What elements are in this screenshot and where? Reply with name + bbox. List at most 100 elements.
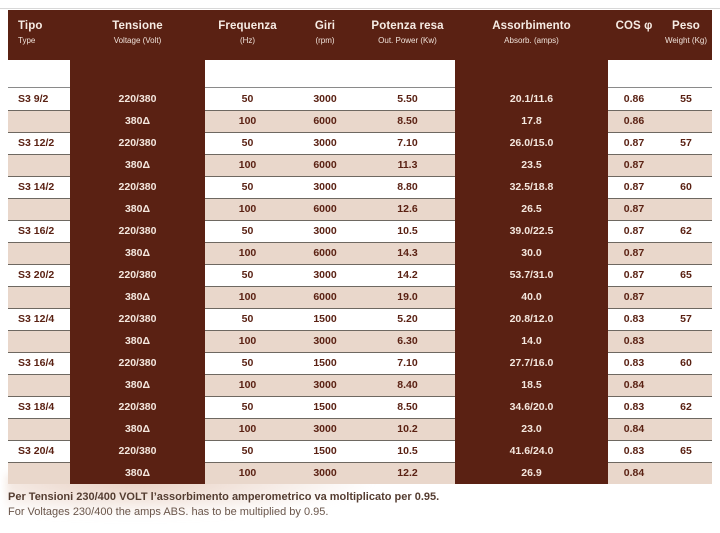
table-row: S3 12/2 220/380 50 3000 7.10 26.0/15.0 0.87 57 xyxy=(8,132,712,154)
cell-tipo: S3 12/4 xyxy=(8,308,70,330)
cell-potenza: 5.50 xyxy=(360,88,455,110)
cell-frequenza: 50 xyxy=(205,396,290,418)
table-row: 380Δ 100 3000 12.2 26.9 0.84 xyxy=(8,462,712,484)
cell-assorbimento: 53.7/31.0 xyxy=(455,264,608,286)
cell-tipo xyxy=(8,154,70,176)
header-label: Peso xyxy=(672,20,700,32)
cell-potenza: 8.40 xyxy=(360,374,455,396)
cell-peso: 62 xyxy=(660,396,712,418)
cell-giri: 1500 xyxy=(290,308,360,330)
cell-frequenza: 50 xyxy=(205,220,290,242)
cell-tipo xyxy=(8,286,70,308)
cell-potenza: 12.2 xyxy=(360,462,455,484)
cell-giri: 3000 xyxy=(290,264,360,286)
table-row: 380Δ 100 6000 14.3 30.0 0.87 xyxy=(8,242,712,264)
cell-peso xyxy=(660,110,712,132)
cell-potenza: 5.20 xyxy=(360,308,455,330)
header-sublabel: (Hz) xyxy=(239,35,256,45)
cell-giri: 1500 xyxy=(290,440,360,462)
cell-potenza: 6.30 xyxy=(360,330,455,352)
table-row: 380Δ 100 3000 10.2 23.0 0.84 xyxy=(8,418,712,440)
cell-assorbimento: 20.8/12.0 xyxy=(455,308,608,330)
cell-cosphi: 0.87 xyxy=(608,176,660,198)
header-sublabel: (rpm) xyxy=(315,35,335,45)
cell-tipo xyxy=(8,374,70,396)
subheader-empty-tipo xyxy=(8,60,70,88)
cell-peso: 60 xyxy=(660,176,712,198)
cell-potenza: 8.50 xyxy=(360,396,455,418)
subheader-tensione-column xyxy=(70,60,205,88)
cell-cosphi: 0.84 xyxy=(608,418,660,440)
cell-cosphi: 0.87 xyxy=(608,286,660,308)
table-header-row: Tipo Type Tensione Voltage (Volt) Freque… xyxy=(8,10,712,60)
cell-tipo xyxy=(8,198,70,220)
cell-giri: 6000 xyxy=(290,154,360,176)
cell-tensione: 380Δ xyxy=(70,418,205,440)
header-cosphi: COS φ xyxy=(608,10,660,60)
cell-frequenza: 50 xyxy=(205,264,290,286)
cell-tipo: S3 16/4 xyxy=(8,352,70,374)
cell-cosphi: 0.83 xyxy=(608,330,660,352)
cell-assorbimento: 23.0 xyxy=(455,418,608,440)
cell-frequenza: 100 xyxy=(205,286,290,308)
cell-assorbimento: 30.0 xyxy=(455,242,608,264)
cell-tensione: 220/380 xyxy=(70,352,205,374)
header-giri: Giri (rpm) xyxy=(290,10,360,60)
cell-cosphi: 0.86 xyxy=(608,88,660,110)
cell-tensione: 380Δ xyxy=(70,330,205,352)
cell-assorbimento: 39.0/22.5 xyxy=(455,220,608,242)
cell-tensione: 380Δ xyxy=(70,198,205,220)
subheader-empty-mid xyxy=(205,60,455,88)
header-label: Assorbimento xyxy=(492,20,571,32)
cell-frequenza: 50 xyxy=(205,440,290,462)
cell-giri: 3000 xyxy=(290,88,360,110)
header-peso: Peso Weight (Kg) xyxy=(660,10,712,60)
cell-assorbimento: 41.6/24.0 xyxy=(455,440,608,462)
table-row: S3 20/4 220/380 50 1500 10.5 41.6/24.0 0.83 65 xyxy=(8,440,712,462)
header-sublabel: Weight (Kg) xyxy=(664,35,708,45)
table-row: S3 12/4 220/380 50 1500 5.20 20.8/12.0 0.83 57 xyxy=(8,308,712,330)
cell-tensione: 380Δ xyxy=(70,374,205,396)
cell-tipo xyxy=(8,330,70,352)
cell-cosphi: 0.86 xyxy=(608,110,660,132)
cell-tipo: S3 14/2 xyxy=(8,176,70,198)
cell-giri: 6000 xyxy=(290,198,360,220)
spec-table: Tipo Type Tensione Voltage (Volt) Freque… xyxy=(8,10,712,484)
table-row: S3 16/2 220/380 50 3000 10.5 39.0/22.5 0.87 62 xyxy=(8,220,712,242)
cell-peso xyxy=(660,242,712,264)
cell-tensione: 380Δ xyxy=(70,110,205,132)
cell-potenza: 12.6 xyxy=(360,198,455,220)
cell-assorbimento: 34.6/20.0 xyxy=(455,396,608,418)
cell-peso xyxy=(660,198,712,220)
header-sublabel: Voltage (Volt) xyxy=(113,35,162,45)
cell-giri: 1500 xyxy=(290,352,360,374)
cell-assorbimento: 32.5/18.8 xyxy=(455,176,608,198)
cell-peso: 57 xyxy=(660,308,712,330)
cell-potenza: 19.0 xyxy=(360,286,455,308)
cell-giri: 3000 xyxy=(290,220,360,242)
cell-cosphi: 0.87 xyxy=(608,198,660,220)
header-tensione: Tensione Voltage (Volt) xyxy=(70,10,205,60)
cell-potenza: 14.2 xyxy=(360,264,455,286)
cell-giri: 3000 xyxy=(290,462,360,484)
page-top-divider xyxy=(0,8,720,9)
cell-frequenza: 100 xyxy=(205,242,290,264)
cell-peso: 60 xyxy=(660,352,712,374)
cell-frequenza: 50 xyxy=(205,308,290,330)
cell-assorbimento: 23.5 xyxy=(455,154,608,176)
cell-tensione: 380Δ xyxy=(70,286,205,308)
cell-frequenza: 100 xyxy=(205,418,290,440)
cell-tensione: 220/380 xyxy=(70,440,205,462)
table-row: 380Δ 100 6000 12.6 26.5 0.87 xyxy=(8,198,712,220)
cell-cosphi: 0.83 xyxy=(608,440,660,462)
cell-giri: 3000 xyxy=(290,132,360,154)
cell-cosphi: 0.83 xyxy=(608,352,660,374)
cell-tensione: 220/380 xyxy=(70,264,205,286)
table-row: 380Δ 100 3000 6.30 14.0 0.83 xyxy=(8,330,712,352)
cell-tensione: 220/380 xyxy=(70,132,205,154)
cell-peso xyxy=(660,286,712,308)
cell-assorbimento: 18.5 xyxy=(455,374,608,396)
cell-potenza: 7.10 xyxy=(360,352,455,374)
cell-frequenza: 100 xyxy=(205,462,290,484)
cell-cosphi: 0.87 xyxy=(608,264,660,286)
